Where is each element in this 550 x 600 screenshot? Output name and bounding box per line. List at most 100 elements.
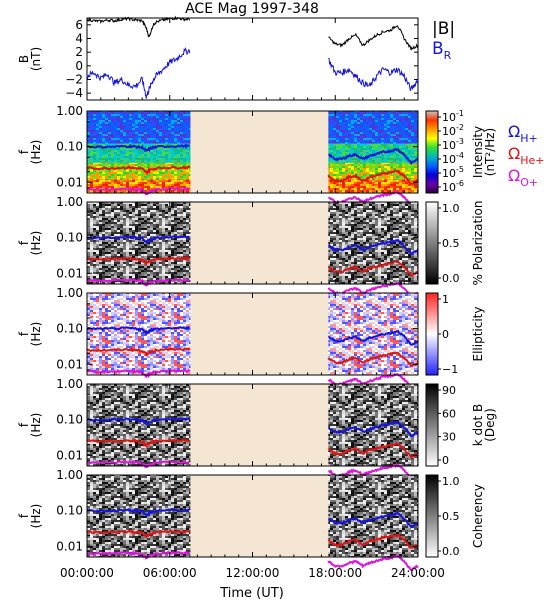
intensity-colorbar [425, 110, 439, 194]
colorbar-tick-base: 1.0 [442, 475, 460, 488]
x-axis-label: Time (UT) [219, 586, 284, 600]
kdotb-colorbar-label: k dot B(Deg) [471, 404, 497, 446]
legend-gyro-main: Ω [508, 166, 520, 185]
y-tick-label: 0.01 [56, 357, 83, 371]
intensity-ylabel-line: f [17, 149, 31, 154]
colorbar-label-line: % Polarization [471, 201, 485, 286]
colorbar-tick-label: 0.5 [442, 237, 460, 250]
y-tick-label: 0.10 [56, 140, 83, 154]
y-tick-label: 1.00 [56, 104, 83, 118]
polarization-colorbar-label: % Polarization [471, 201, 485, 286]
colorbar-tick-label: 10-3 [442, 137, 464, 152]
b-field-ylabel-line: (nT) [29, 47, 43, 71]
series-b-magnitude-line [86, 15, 419, 51]
colorbar-tick-base: 90 [442, 384, 456, 397]
colorbar-tick-label: 60 [442, 407, 456, 420]
y-tick-label: −2 [65, 73, 83, 87]
gyro-line-he [86, 438, 419, 459]
colorbar-tick-base: 0.0 [442, 545, 460, 558]
colorbar-tick-base: 60 [442, 407, 456, 420]
kdotb-ylabel-line: (Hz) [29, 413, 43, 438]
colorbar-tick-label: 10-1 [442, 109, 464, 124]
coherency-colorbar [425, 474, 439, 558]
legend-gyro-he: ΩHe+ [508, 144, 545, 167]
data-gap-region [190, 111, 329, 193]
ellipticity-colorbar [425, 292, 439, 376]
colorbar-tick-base: 0 [442, 454, 449, 467]
gyro-line-h [86, 326, 419, 346]
colorbar-tick-base: 10 [442, 167, 456, 180]
b-field-ylabel: B(nT) [17, 47, 43, 71]
colorbar-label-line: Coherency [471, 484, 485, 548]
gyro-line-h [86, 234, 419, 256]
legend-gyro-sub: H+ [520, 132, 538, 145]
y-tick-label: 0.01 [56, 266, 83, 280]
coherency-colorbar-label: Coherency [471, 484, 485, 548]
gyro-line-he [86, 346, 419, 368]
legend-gyro-main: Ω [508, 122, 520, 141]
y-tick-label: 0.10 [56, 413, 83, 427]
chart-title: ACE Mag 1997-348 [185, 1, 319, 17]
colorbar-tick-label: 0 [442, 454, 449, 467]
colorbar-tick-base: 0.5 [442, 237, 460, 250]
y-tick-label: 0.01 [56, 175, 83, 189]
polarization-colorbar [425, 201, 439, 285]
colorbar-tick-base: 0 [442, 328, 449, 341]
gyro-line-he [86, 529, 419, 550]
legend-gyro-sub: He+ [520, 154, 544, 167]
intensity-ylabel-line: (Hz) [29, 140, 43, 165]
x-tick-label: 24:00:00 [391, 566, 445, 580]
gyro-line-h [86, 143, 419, 165]
y-tick-label: 0.10 [56, 322, 83, 336]
colorbar-tick-exp: -2 [456, 123, 464, 132]
colorbar-tick-label: 10-5 [442, 165, 464, 180]
coherency-ylabel: f(Hz) [17, 504, 43, 529]
colorbar-label-line: (Deg) [483, 408, 497, 442]
x-tick-label: 12:00:00 [226, 566, 280, 580]
y-tick-label: 0.01 [56, 539, 83, 553]
legend-gyro-main: Ω [508, 144, 520, 163]
colorbar-tick-exp: -3 [456, 137, 464, 146]
colorbar-label-line: k dot B [471, 404, 485, 446]
colorbar-tick-base: 10 [442, 139, 456, 152]
data-gap-region [190, 293, 329, 375]
y-tick-label: 0.10 [56, 231, 83, 245]
gyro-line-h [86, 417, 419, 438]
colorbar-tick-label: 0.0 [442, 545, 460, 558]
colorbar-tick-base: 0.0 [442, 272, 460, 285]
colorbar-tick-label: 30 [442, 431, 456, 444]
intensity-colorbar-label: Intensity(nT²/Hz) [471, 126, 497, 178]
gyro-line-he [86, 165, 419, 185]
legend-gyro-h: ΩH+ [508, 122, 538, 145]
legend-b-r: BR [432, 39, 452, 62]
colorbar-tick-label: 1.0 [442, 202, 460, 215]
data-gap-region [190, 384, 329, 466]
colorbar-tick-exp: -6 [456, 179, 464, 188]
colorbar-tick-exp: -4 [456, 151, 464, 160]
colorbar-tick-label: 1.0 [442, 475, 460, 488]
colorbar-tick-label: 90 [442, 384, 456, 397]
colorbar-tick-label: 0 [442, 328, 449, 341]
gyro-line-he [86, 255, 419, 277]
x-tick-label: 00:00:00 [60, 566, 114, 580]
colorbar-tick-base: 1 [442, 293, 449, 306]
gyro-line-o [86, 550, 419, 571]
colorbar-tick-base: 10 [442, 153, 456, 166]
coherency-ylabel-line: f [17, 513, 31, 518]
x-tick-label: 18:00:00 [308, 566, 362, 580]
y-tick-label: 1.00 [56, 286, 83, 300]
b-field-ylabel-line: B [17, 55, 31, 63]
colorbar-tick-exp: -5 [456, 165, 464, 174]
legend-b-magnitude: |B| [432, 19, 455, 39]
ellipticity-ylabel-line: (Hz) [29, 322, 43, 347]
colorbar-tick-label: 10-2 [442, 123, 464, 138]
colorbar-tick-base: −1 [442, 363, 458, 376]
coherency-ylabel-line: (Hz) [29, 504, 43, 529]
colorbar-tick-base: 30 [442, 431, 456, 444]
intensity-ylabel: f(Hz) [17, 140, 43, 165]
colorbar-tick-label: 0.5 [442, 510, 460, 523]
colorbar-label-line: (nT²/Hz) [483, 128, 497, 176]
colorbar-tick-label: 0.0 [442, 272, 460, 285]
y-tick-label: 4 [75, 32, 83, 46]
